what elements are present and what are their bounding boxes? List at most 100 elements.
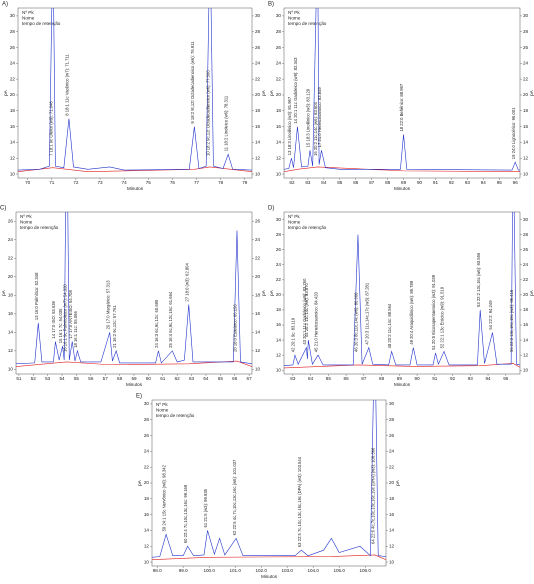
peak-label: 16 16:1 9c Palmitoleico (w7): 54.320 — [62, 284, 67, 352]
x-axis-label: Minutos — [261, 574, 278, 579]
trace — [284, 166, 520, 172]
peak-label: 21 16:2 9c,12c: 57.761 — [112, 305, 117, 348]
peak-label: 46 20:3 8c,11c,14c (w6): 86.668 — [354, 292, 359, 352]
y-tick-label-right: 16 — [389, 512, 395, 517]
y-tick-label-right: 14 — [523, 337, 529, 342]
y-tick-label: 12 — [10, 155, 16, 160]
y-tick-label: 22 — [8, 256, 14, 261]
x-tick-label: 78 — [218, 180, 224, 185]
x-axis-label: Minutos — [394, 186, 411, 191]
x-tick-label: 51 — [16, 376, 22, 381]
trace — [18, 166, 252, 172]
peak-label: 61 21:5 (w3): 99.935 — [203, 488, 208, 527]
y-tick-label: 10 — [10, 171, 16, 176]
x-tick-label: 88 — [379, 376, 385, 381]
info-line: Nº Pk — [156, 402, 168, 407]
x-tick-label: 74 — [122, 180, 128, 185]
peak-label: 64 22:6 4c,7c,10c,13c,16c,19c (DHA) (w3)… — [370, 447, 375, 544]
x-tick-label: 73 — [97, 180, 103, 185]
x-tick-label: 52 — [31, 376, 37, 381]
y-tick-label-right: 12 — [523, 155, 529, 160]
x-tick-label: 87 — [369, 180, 375, 185]
info-line: Nº Pk — [20, 214, 32, 219]
y-tick-label-right: 10 — [389, 559, 395, 564]
y-tick-label: 24 — [8, 237, 14, 242]
y-tick-label: 16 — [8, 311, 14, 316]
y-axis-label: pA — [269, 89, 274, 96]
y-axis-label-right: pA — [529, 89, 534, 96]
peak-label: 13 16:0 Palmítico: 52.348 — [34, 272, 39, 320]
y-tick-label-right: 12 — [523, 352, 529, 357]
trace — [284, 212, 520, 367]
trace — [16, 360, 252, 367]
info-line: Nome — [22, 16, 35, 21]
y-tick-label-right: 28 — [523, 29, 529, 34]
x-tick-label: 89 — [401, 180, 407, 185]
trace — [16, 212, 252, 365]
y-tick-label-right: 30 — [523, 13, 529, 18]
x-tick-label: 63 — [189, 376, 195, 381]
x-tick-label: 64 — [203, 376, 209, 381]
y-axis-label-right: pA — [261, 289, 266, 296]
y-tick-label-right: 18 — [255, 293, 261, 298]
y-tick-label: 12 — [144, 543, 150, 548]
y-tick-label-right: 22 — [523, 277, 529, 282]
x-tick-label: 61 — [160, 376, 166, 381]
x-tick-label: 79 — [242, 180, 248, 185]
x-tick-label: 59 — [131, 376, 137, 381]
trace — [284, 363, 520, 369]
info-line: tempo de retenção — [20, 225, 59, 230]
peak-label: 59 24:1 15c Nervônico (w9): 98.342 — [162, 464, 167, 531]
y-tick-label: 20 — [8, 274, 14, 279]
y-tick-label-right: 26 — [255, 218, 261, 223]
y-tick-label-right: 22 — [255, 76, 261, 81]
y-tick-label: 26 — [8, 218, 14, 223]
y-tick-label: 14 — [10, 140, 16, 145]
y-tick-label-right: 12 — [255, 155, 261, 160]
x-tick-label: 82 — [289, 180, 295, 185]
plot-frame — [15, 211, 253, 375]
y-tick-label-right: 26 — [523, 247, 529, 252]
x-tick-label: 103.0 — [281, 568, 293, 573]
y-tick-label: 26 — [276, 45, 282, 50]
peak-label: 18 22:0 Behênico: 88.997 — [399, 83, 404, 131]
info-line: Nome — [288, 220, 301, 225]
x-tick-label: 95 — [503, 376, 509, 381]
y-tick-label: 24 — [276, 61, 282, 66]
y-tick-label-right: 26 — [523, 45, 529, 50]
y-tick-label-right: 24 — [523, 262, 529, 267]
y-tick-label: 30 — [144, 401, 150, 406]
x-tick-label: 72 — [73, 180, 79, 185]
x-tick-label: 86 — [344, 376, 350, 381]
y-tick-label: 10 — [144, 559, 150, 564]
trace — [152, 554, 386, 560]
plot-frame — [283, 211, 521, 375]
peak-label: 24 16:3 6c,9c,12c: 60.695 — [154, 299, 159, 348]
y-tick-label-right: 26 — [389, 433, 395, 438]
x-tick-label: 71 — [49, 180, 55, 185]
y-tick-label-right: 20 — [523, 292, 529, 297]
x-tick-label: 84 — [308, 376, 314, 381]
y-tick-label: 12 — [276, 352, 282, 357]
y-tick-label-right: 28 — [523, 232, 529, 237]
y-tick-label-right: 16 — [523, 124, 529, 129]
y-tick-label-right: 14 — [389, 528, 395, 533]
peak-label: 14 20:1 11c Gadoleico (w9): 82.343 — [293, 57, 298, 124]
x-tick-label: 88 — [385, 180, 391, 185]
y-tick-label: 16 — [10, 124, 16, 129]
x-tick-label: 90 — [417, 180, 423, 185]
panel-letter: E) — [136, 394, 142, 400]
peak-label: 45 21:0 Heneicosanoico: 84.420 — [314, 291, 319, 352]
y-tick-label-right: 10 — [523, 171, 529, 176]
y-tick-label: 20 — [10, 92, 16, 97]
x-tick-label: 53 — [45, 376, 51, 381]
peak-label: 11 18:2 Linoleico (w6): 78.311 — [224, 95, 229, 151]
info-line: tempo de retenção — [288, 225, 327, 230]
x-tick-label: 75 — [146, 180, 152, 185]
x-tick-label: 60 — [146, 376, 152, 381]
y-tick-label: 24 — [276, 262, 282, 267]
y-tick-label-right: 14 — [255, 140, 261, 145]
trace — [284, 8, 520, 171]
x-axis-label: Minutos — [126, 382, 143, 387]
y-tick-label: 24 — [10, 61, 16, 66]
